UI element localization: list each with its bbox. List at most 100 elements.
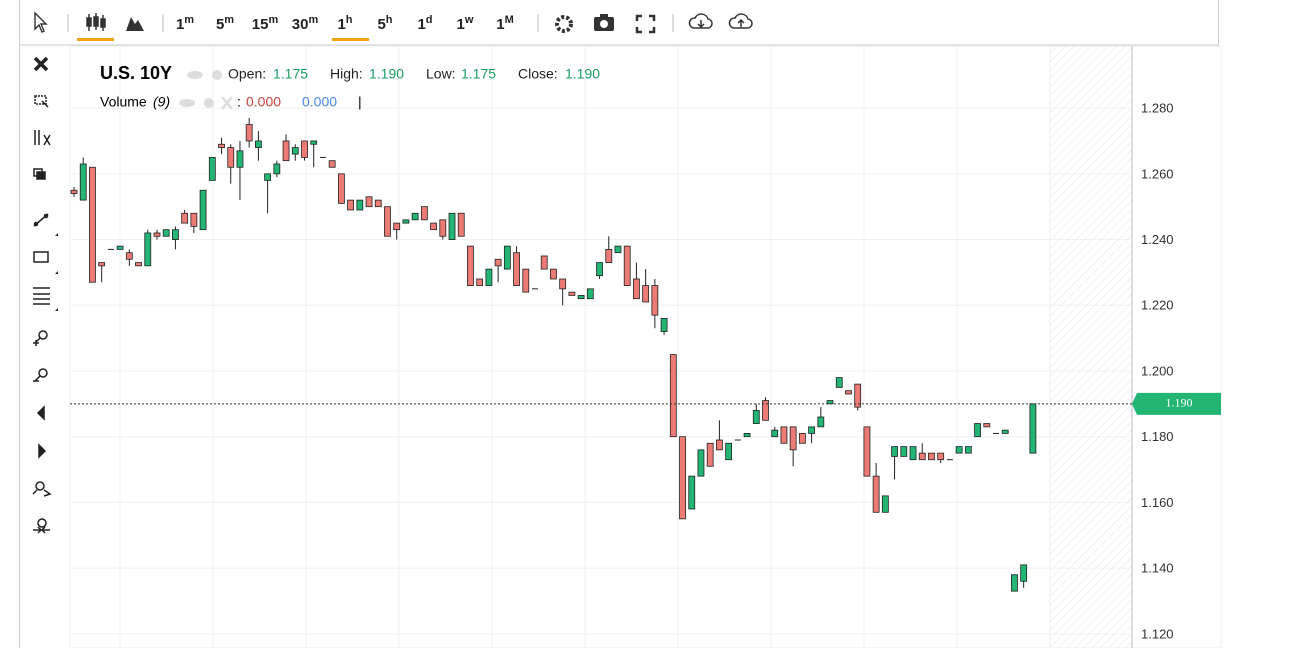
candle-body <box>125 252 133 260</box>
volume-label: Volume <box>100 94 147 110</box>
close-label: Close: <box>518 66 558 82</box>
volume-separator: : <box>237 94 241 110</box>
candle-body <box>577 295 585 300</box>
candle-body <box>181 212 189 224</box>
candle-body <box>891 446 898 457</box>
candle-body <box>310 140 318 145</box>
candle-body <box>411 212 419 221</box>
candle-body <box>356 199 364 211</box>
cursor-marker: | <box>358 94 362 110</box>
candle-body <box>153 232 161 237</box>
line-tool[interactable] <box>33 213 58 236</box>
candle-body <box>633 278 640 300</box>
candle-body <box>798 433 806 444</box>
candle-body <box>485 268 493 286</box>
fullscreen-button[interactable] <box>635 14 656 34</box>
chart-panel <box>69 45 1222 648</box>
future-area <box>1050 46 1132 648</box>
interval-button[interactable]: 1M <box>496 14 514 33</box>
candle-body <box>430 222 437 231</box>
candle-body <box>218 143 225 148</box>
reset-zoom-tool[interactable] <box>33 518 50 534</box>
close-value: 1.190 <box>565 66 600 82</box>
candle-body <box>642 285 650 303</box>
zoom-out-tool[interactable] <box>33 368 48 382</box>
candle-body <box>190 212 198 227</box>
y-tick-label: 1.280 <box>1141 101 1174 116</box>
snapshot-button[interactable] <box>594 14 614 31</box>
zoom-in-tool[interactable] <box>33 330 48 346</box>
candle-body <box>900 446 908 457</box>
y-tick-label: 1.240 <box>1141 232 1174 247</box>
candle-body <box>835 377 843 388</box>
candle-body <box>1011 574 1018 592</box>
interval-number: 1 <box>496 16 504 33</box>
candle-body <box>568 291 576 296</box>
candle-body <box>98 262 106 267</box>
download-button[interactable] <box>688 13 713 29</box>
interval-button[interactable]: 1m <box>176 14 194 33</box>
candle-body <box>116 245 124 250</box>
candle-body <box>817 416 825 428</box>
candle-body <box>365 196 373 208</box>
candle-body <box>384 206 391 237</box>
last-price-label: 1.190 <box>1166 396 1193 410</box>
candle-body <box>254 140 262 148</box>
candle-button[interactable] <box>86 13 106 31</box>
interval-unit: w <box>464 14 474 26</box>
interval-button[interactable]: 1d <box>417 14 432 33</box>
legend-icons <box>179 70 233 110</box>
candle-body <box>144 232 152 267</box>
interval-unit: m <box>224 14 234 26</box>
interval-button[interactable]: 30m <box>292 14 319 33</box>
scroll-left-tool[interactable] <box>36 405 45 421</box>
scroll-right-tool[interactable] <box>38 443 47 459</box>
select-tool[interactable] <box>34 95 49 108</box>
candle-body <box>301 140 308 158</box>
interval-number: 1 <box>417 16 425 33</box>
area-button[interactable] <box>126 17 144 31</box>
interval-button[interactable]: 15m <box>252 14 279 33</box>
pointer-button[interactable] <box>34 11 48 33</box>
zoom-fit-tool[interactable] <box>32 481 52 497</box>
interval-unit: h <box>346 14 353 26</box>
candle-body <box>937 452 945 461</box>
interval-number: 5 <box>377 16 385 33</box>
candle-body <box>227 147 235 168</box>
price-grid <box>70 107 1132 635</box>
interval-number: 1 <box>337 16 345 33</box>
candle-body <box>706 442 714 467</box>
candle-body <box>725 442 733 461</box>
rectangle-tool[interactable] <box>33 251 58 274</box>
candle-body <box>1020 564 1028 582</box>
candle-body <box>328 160 336 168</box>
y-tick-label: 1.160 <box>1141 495 1174 510</box>
fib-tool[interactable] <box>33 287 58 311</box>
y-tick-label: 1.120 <box>1141 626 1174 641</box>
candle-body <box>605 249 613 263</box>
candle-body <box>964 446 972 454</box>
candle-body <box>550 268 557 280</box>
candle-body <box>402 219 410 224</box>
upload-button[interactable] <box>728 13 753 29</box>
candle-body <box>863 426 871 477</box>
interval-unit: M <box>505 14 514 26</box>
close-button[interactable] <box>33 56 49 72</box>
interval-button[interactable]: 1w <box>457 14 474 33</box>
interval-unit: m <box>268 14 278 26</box>
high-label: High: <box>330 66 363 82</box>
interval-number: 1 <box>457 16 465 33</box>
interval-button[interactable]: 5h <box>377 14 392 33</box>
candle-body <box>928 452 935 461</box>
settings-button[interactable] <box>555 15 573 33</box>
candle-body <box>208 156 216 181</box>
candle-body <box>1001 429 1009 434</box>
delete-drawings-tool[interactable] <box>34 130 51 146</box>
clone-tool[interactable] <box>33 168 46 180</box>
interval-button[interactable]: 5m <box>216 14 234 33</box>
interval-button[interactable]: 1h <box>337 14 352 33</box>
candle-body <box>522 268 530 293</box>
interval-number: 30 <box>292 16 309 33</box>
open-value: 1.175 <box>273 66 308 82</box>
candle-body <box>614 245 622 254</box>
